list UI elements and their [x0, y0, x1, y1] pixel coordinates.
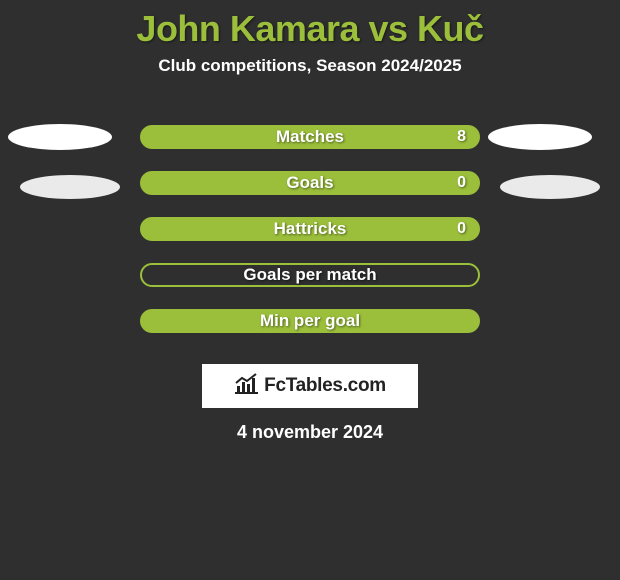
stat-label: Min per goal	[260, 311, 360, 331]
chart-icon	[234, 373, 260, 400]
left-ellipse	[20, 175, 120, 199]
stat-bar: Goals per match	[140, 263, 480, 287]
stat-label: Goals per match	[243, 265, 376, 285]
comparison-card: John Kamara vs Kuč Club competitions, Se…	[0, 0, 620, 580]
date: 4 november 2024	[0, 422, 620, 443]
stat-rows: Matches 8 Goals 0 Hattricks 0 Goals per match M…	[0, 114, 620, 344]
stat-bar: Hattricks 0	[140, 217, 480, 241]
right-ellipse	[488, 124, 592, 150]
stat-label: Goals	[286, 173, 333, 193]
stat-value: 0	[457, 220, 466, 238]
logo: FcTables.com	[234, 373, 386, 400]
page-title: John Kamara vs Kuč	[0, 0, 620, 50]
stat-value: 0	[457, 174, 466, 192]
logo-box: FcTables.com	[202, 364, 418, 408]
right-ellipse	[500, 175, 600, 199]
stat-row: Hattricks 0	[0, 206, 620, 252]
stat-row: Goals 0	[0, 160, 620, 206]
stat-value: 8	[457, 128, 466, 146]
stat-row: Min per goal	[0, 298, 620, 344]
stat-bar: Matches 8	[140, 125, 480, 149]
stat-label: Matches	[276, 127, 344, 147]
stat-label: Hattricks	[274, 219, 347, 239]
left-ellipse	[8, 124, 112, 150]
stat-bar: Min per goal	[140, 309, 480, 333]
stat-bar: Goals 0	[140, 171, 480, 195]
stat-row: Goals per match	[0, 252, 620, 298]
logo-text: FcTables.com	[264, 375, 386, 397]
subtitle: Club competitions, Season 2024/2025	[0, 56, 620, 76]
stat-row: Matches 8	[0, 114, 620, 160]
